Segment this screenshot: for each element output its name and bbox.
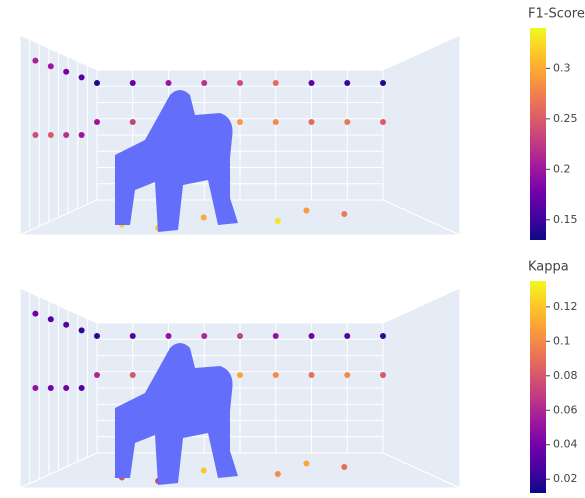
point [308, 119, 315, 125]
colorbar-tick-label: 0.08 [553, 369, 578, 382]
point [78, 132, 85, 138]
point [303, 460, 310, 467]
point [308, 372, 315, 378]
point [94, 119, 100, 125]
point [237, 333, 243, 339]
point [129, 80, 136, 86]
point [32, 310, 39, 317]
point [272, 372, 279, 378]
point [47, 385, 54, 391]
point [380, 333, 386, 339]
point [200, 467, 207, 474]
colorbar-tick-label: 0.2 [553, 162, 571, 175]
human-figure [115, 90, 238, 232]
panel: F1-Score 0.15 0.2 0.25 0.3 [19, 7, 585, 240]
point [380, 80, 386, 86]
point [308, 80, 315, 86]
point [32, 57, 39, 64]
point [94, 80, 100, 86]
point [63, 385, 70, 391]
point [63, 321, 70, 328]
point [274, 471, 281, 477]
floor [19, 199, 461, 236]
colorbar-tick-label: 0.02 [553, 472, 578, 485]
point [272, 80, 279, 86]
point [32, 132, 39, 138]
point [78, 327, 85, 334]
point [165, 333, 172, 339]
floor [19, 452, 461, 489]
human-figure [115, 343, 238, 485]
point [32, 385, 39, 391]
panel: Kappa 0.02 0.04 0.06 0.08 0.1 0.12 [19, 260, 578, 493]
point [344, 333, 351, 339]
point [237, 372, 243, 378]
point [237, 119, 243, 125]
point [78, 385, 85, 391]
point [94, 333, 100, 339]
point [47, 316, 54, 323]
point [201, 333, 208, 339]
colorbar-tick-label: 0.1 [553, 334, 571, 347]
colorbar-tick-label: 0.3 [553, 61, 571, 74]
point [200, 214, 207, 221]
point [47, 63, 54, 70]
point [201, 80, 208, 86]
point [344, 119, 351, 125]
point [341, 211, 348, 217]
point [380, 372, 386, 378]
point [165, 80, 172, 86]
point [303, 207, 310, 214]
colorbar [530, 281, 546, 493]
colorbar [530, 28, 546, 240]
colorbar-title: Kappa [528, 260, 569, 275]
point [344, 80, 351, 86]
point [308, 333, 315, 339]
point [78, 74, 85, 81]
point [129, 333, 136, 339]
point [274, 218, 281, 224]
point [237, 80, 243, 86]
point [380, 119, 386, 125]
point [63, 132, 70, 138]
point [341, 464, 348, 470]
colorbar-tick-label: 0.04 [553, 438, 578, 451]
colorbar-title: F1-Score [528, 7, 585, 22]
point [344, 372, 351, 378]
point [94, 372, 100, 378]
colorbar-tick-label: 0.15 [553, 213, 578, 226]
point [272, 119, 279, 125]
colorbar-tick-label: 0.06 [553, 403, 578, 416]
point [129, 372, 136, 378]
point [47, 132, 54, 138]
point [129, 119, 136, 125]
point [272, 333, 279, 339]
colorbar-tick-label: 0.25 [553, 112, 578, 125]
point [63, 68, 70, 75]
colorbar-tick-label: 0.12 [553, 300, 578, 313]
